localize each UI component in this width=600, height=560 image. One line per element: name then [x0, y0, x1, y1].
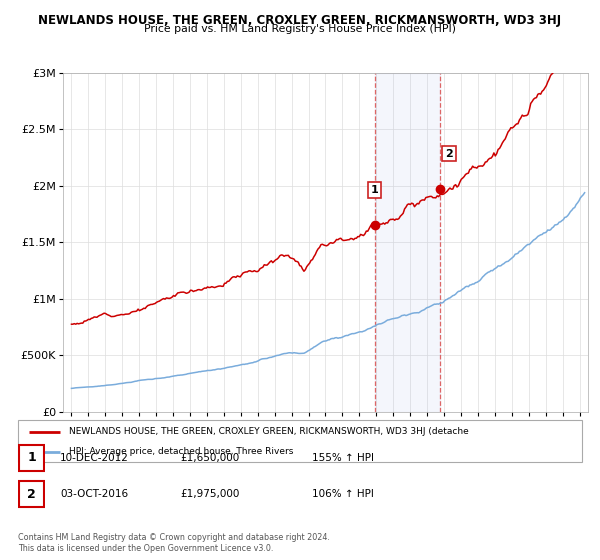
Text: 2: 2 — [27, 488, 36, 501]
Text: £1,975,000: £1,975,000 — [180, 489, 239, 499]
Text: HPI: Average price, detached house, Three Rivers: HPI: Average price, detached house, Thre… — [69, 447, 293, 456]
FancyBboxPatch shape — [19, 445, 44, 471]
Text: 10-DEC-2012: 10-DEC-2012 — [60, 453, 129, 463]
Text: 2: 2 — [445, 148, 453, 158]
Text: £1,650,000: £1,650,000 — [180, 453, 239, 463]
FancyBboxPatch shape — [19, 481, 44, 507]
Bar — [376, 73, 440, 412]
Text: 1: 1 — [27, 451, 36, 464]
Text: 03-OCT-2016: 03-OCT-2016 — [60, 489, 128, 499]
FancyBboxPatch shape — [18, 420, 582, 462]
Text: NEWLANDS HOUSE, THE GREEN, CROXLEY GREEN, RICKMANSWORTH, WD3 3HJ: NEWLANDS HOUSE, THE GREEN, CROXLEY GREEN… — [38, 14, 562, 27]
Text: 155% ↑ HPI: 155% ↑ HPI — [312, 453, 374, 463]
Text: Contains HM Land Registry data © Crown copyright and database right 2024.
This d: Contains HM Land Registry data © Crown c… — [18, 533, 330, 553]
Text: 1: 1 — [371, 185, 379, 195]
Text: Price paid vs. HM Land Registry's House Price Index (HPI): Price paid vs. HM Land Registry's House … — [144, 24, 456, 34]
Text: NEWLANDS HOUSE, THE GREEN, CROXLEY GREEN, RICKMANSWORTH, WD3 3HJ (detache: NEWLANDS HOUSE, THE GREEN, CROXLEY GREEN… — [69, 427, 469, 436]
Text: 106% ↑ HPI: 106% ↑ HPI — [312, 489, 374, 499]
